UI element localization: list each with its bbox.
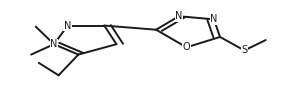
Text: N: N xyxy=(50,39,58,49)
Text: S: S xyxy=(241,45,248,55)
Text: N: N xyxy=(175,11,183,21)
Text: O: O xyxy=(183,42,190,52)
Text: N: N xyxy=(210,14,218,24)
Text: N: N xyxy=(64,21,71,31)
